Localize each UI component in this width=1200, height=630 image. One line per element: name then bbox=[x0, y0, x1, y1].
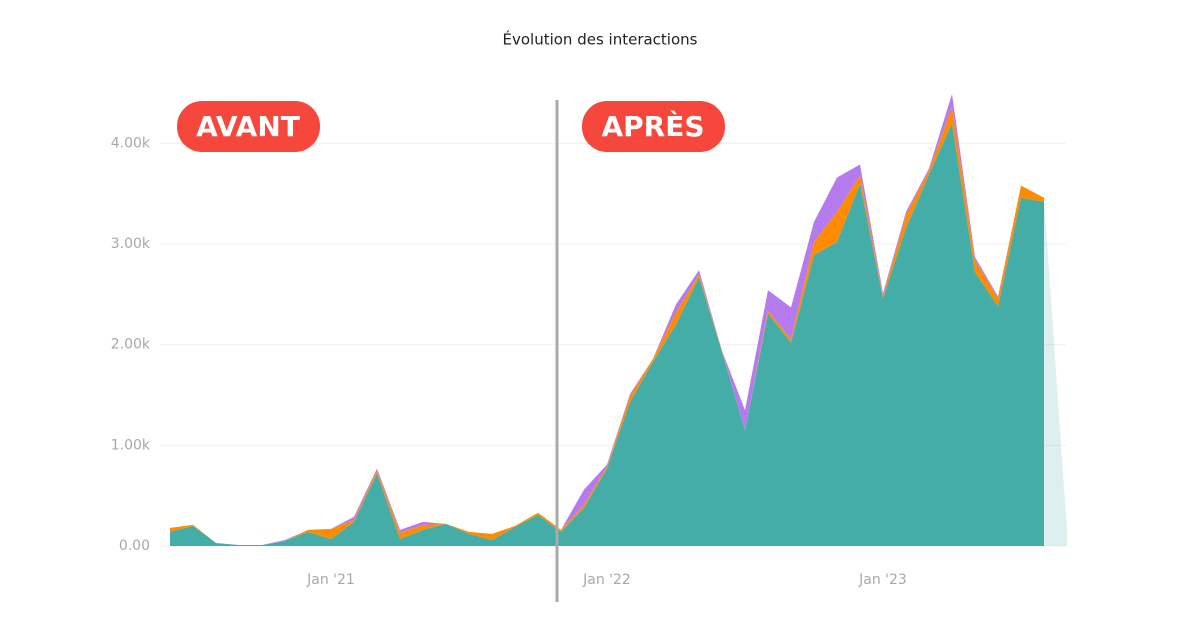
area-partial bbox=[1044, 197, 1067, 531]
badge bbox=[177, 101, 320, 152]
x-tick-label: Jan '23 bbox=[858, 572, 907, 588]
y-tick-label: 4.00k bbox=[111, 135, 151, 151]
chart-title: Évolution des interactions bbox=[503, 30, 698, 49]
area bbox=[170, 94, 1044, 545]
badge-label: APRÈS bbox=[601, 109, 704, 143]
area bbox=[170, 123, 1044, 546]
y-tick-label: 3.00k bbox=[111, 236, 151, 252]
badge-label: AVANT bbox=[196, 110, 300, 143]
area-partial bbox=[1044, 197, 1067, 531]
area-partial bbox=[1044, 201, 1067, 546]
y-tick-label: 0.00 bbox=[119, 538, 150, 554]
badge bbox=[582, 101, 725, 152]
x-tick-label: Jan '21 bbox=[306, 572, 355, 588]
areas bbox=[170, 94, 1067, 546]
y-tick-label: 1.00k bbox=[111, 437, 151, 453]
x-tick-label: Jan '22 bbox=[582, 572, 631, 588]
area bbox=[170, 107, 1044, 545]
y-tick-label: 2.00k bbox=[111, 337, 151, 353]
